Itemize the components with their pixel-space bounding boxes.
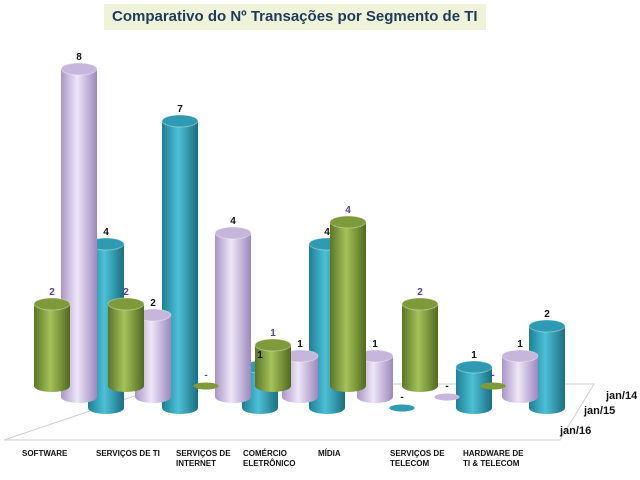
bar-jan-15-6	[434, 393, 460, 401]
category-label-2: SERVIÇOS DE TI	[96, 449, 160, 458]
bar-jan-15-7	[501, 349, 539, 403]
value-label-jan-15-6: -	[445, 381, 448, 392]
category-label-4: COMÉRCIO ELETRÔNICO	[243, 449, 295, 468]
value-label-jan-14-7: 2	[544, 309, 550, 320]
series-label-jan-14: jan/14	[605, 390, 638, 402]
value-label-jan-16-2: 2	[123, 287, 129, 298]
value-label-jan-15-3: 4	[230, 216, 236, 227]
value-label-jan-14-3: 1	[257, 350, 263, 361]
value-label-jan-15-2: 2	[150, 298, 156, 309]
value-label-jan-15-4: 1	[297, 339, 303, 350]
series-label-jan-16: jan/16	[559, 425, 591, 437]
bar-jan-14-6	[455, 360, 493, 414]
category-label-5: MÍDIA	[318, 449, 341, 458]
value-label-jan-16-5: 4	[345, 205, 351, 216]
category-label-3: SERVIÇOS DE INTERNET	[176, 449, 231, 468]
bar-jan-16-4	[254, 338, 292, 392]
value-label-jan-16-1: 2	[49, 287, 55, 298]
value-label-jan-16-4: 1	[270, 328, 276, 339]
category-label-6: SERVIÇOS DE TELECOM	[390, 449, 445, 468]
value-label-jan-14-2: 7	[177, 104, 183, 115]
value-label-jan-16-3: -	[204, 370, 207, 381]
bar-jan-14-5	[389, 404, 415, 412]
value-label-jan-15-5: 1	[372, 339, 378, 350]
value-label-jan-14-6: 1	[471, 350, 477, 361]
chart-title: Comparativo do Nº Transações por Segment…	[104, 4, 486, 30]
bar-jan-16-2	[107, 297, 145, 392]
value-label-jan-14-4: 4	[324, 227, 330, 238]
series-label-jan-15: jan/15	[583, 405, 615, 417]
value-label-jan-16-7: -	[491, 370, 494, 381]
bar-jan-16-1	[33, 297, 71, 392]
bar-jan-16-6	[401, 297, 439, 392]
value-label-jan-15-7: 1	[517, 339, 523, 350]
value-label-jan-16-6: 2	[417, 287, 423, 298]
value-label-jan-14-5: -	[400, 392, 403, 403]
category-label-1: SOFTWARE	[22, 449, 68, 458]
category-label-7: HARDWARE DE TI & TELECOM	[463, 449, 524, 468]
bar-jan-15-3	[214, 226, 252, 403]
value-label-jan-15-1: 8	[76, 52, 82, 63]
value-label-jan-14-1: 4	[103, 227, 109, 238]
bar-jan-16-7	[480, 382, 506, 390]
bar-jan-16-3	[193, 382, 219, 390]
bar-jan-16-5	[329, 215, 367, 392]
